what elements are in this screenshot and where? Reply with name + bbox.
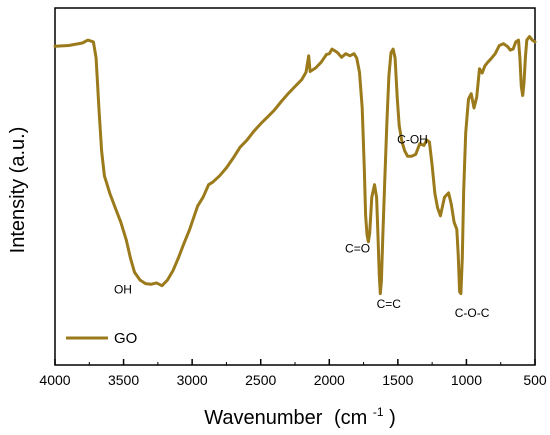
peak-annotation: C-O-C <box>455 306 490 320</box>
x-axis-title-main: Wavenumber <box>204 407 323 429</box>
x-axis-title-unit-close: ) <box>389 407 396 429</box>
x-tick-label: 2000 <box>314 372 345 388</box>
legend: GO <box>66 330 137 347</box>
x-tick-label: 1000 <box>451 372 482 388</box>
x-axis-ticks: 4000 3500 3000 2500 2000 1500 1000 500 <box>39 359 547 388</box>
plot-area: 4000 3500 3000 2500 2000 1500 1000 500 OH C=O C=C… <box>39 7 547 388</box>
peak-annotation: C-OH <box>397 133 428 147</box>
x-tick-label: 2500 <box>245 372 276 388</box>
x-tick-label: 500 <box>523 372 547 388</box>
x-tick-label: 3500 <box>108 372 139 388</box>
peak-annotations: OH C=O C=C C-OH C-O-C <box>114 133 490 320</box>
x-axis-title-unit-exp: -1 <box>373 405 384 419</box>
peak-annotation: OH <box>114 283 132 297</box>
peak-annotation: C=O <box>345 242 370 256</box>
peak-annotation: C=C <box>377 297 402 311</box>
legend-label-go: GO <box>114 330 137 347</box>
x-tick-label: 3000 <box>177 372 208 388</box>
x-axis-title-unit: (cm <box>334 407 367 429</box>
x-tick-label: 1500 <box>382 372 413 388</box>
x-tick-label: 4000 <box>39 372 70 388</box>
series-line-go <box>53 35 537 296</box>
x-axis-title: Wavenumber (cm -1 ) <box>204 399 396 429</box>
y-axis-title: Intensity (a.u.) <box>7 127 29 254</box>
